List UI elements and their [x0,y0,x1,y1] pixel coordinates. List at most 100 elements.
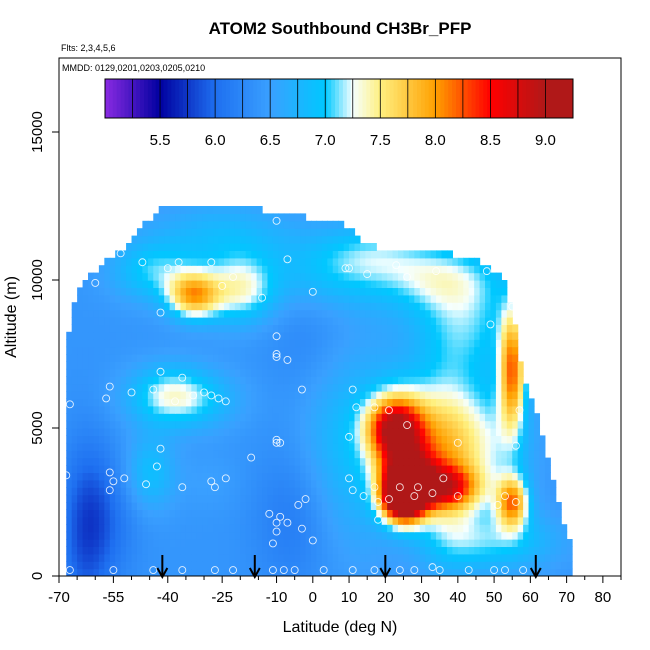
heatmap-cell-80 [501,568,508,576]
heatmap-cell-1541 [512,450,519,459]
heatmap-cell-2871 [305,331,312,340]
heatmap-cell-3286 [354,294,361,303]
heatmap-cell-1547 [66,442,73,451]
heatmap-cell-915 [523,502,530,510]
colorbar-strip-4 [120,79,125,118]
heatmap-cell-2930 [180,324,187,333]
heatmap-cell-1681 [316,435,323,444]
heatmap-cell-1901 [88,413,95,422]
heatmap-cell-3913 [332,220,339,229]
heatmap-cell-3717 [272,250,279,259]
colorbar-strip-110 [534,79,539,118]
heatmap-cell-765 [202,509,209,518]
heatmap-cell-3504 [267,272,274,281]
heatmap-cell-3444 [359,280,366,288]
heatmap-cell-3777 [272,243,279,251]
heatmap-cell-467 [77,531,84,540]
colorbar-strip-105 [514,79,519,118]
heatmap-cell-417 [310,539,318,547]
colorbar-strip-111 [537,79,543,118]
heatmap-cell-56 [370,568,377,576]
heatmap-cell-3622 [120,257,127,266]
heatmap-cell-2287 [316,383,323,392]
heatmap-cell-1205 [136,472,143,481]
heatmap-cell-729 [501,516,508,525]
heatmap-cell-2727 [425,346,432,355]
heatmap-cell-960 [272,494,279,503]
heatmap-cell-849 [164,502,171,510]
heatmap-cell-2343 [158,376,165,385]
heatmap-cell-973 [343,494,350,503]
heatmap-cell-3371 [387,287,394,296]
heatmap-cell-1886 [479,420,486,429]
colorbar-strip-13 [155,79,161,118]
heatmap-cell-2252 [126,383,133,392]
heatmap-cell-2597 [169,354,176,362]
heatmap-cell-3745 [425,250,432,259]
heatmap-cell-427 [365,539,372,547]
heatmap-cell-1590 [300,442,307,451]
heatmap-cell-1223 [234,472,241,481]
heatmap-cell-2354 [218,376,225,385]
heatmap-cell-3461 [452,280,459,288]
heatmap-cell-2495 [71,361,78,370]
heatmap-cell-1221 [223,472,231,481]
heatmap-cell-3731 [349,250,356,259]
heatmap-cell-333 [359,546,366,555]
heatmap-cell-3464 [468,280,475,288]
heatmap-cell-987 [419,494,426,503]
heatmap-cell-1711 [479,435,486,444]
heatmap-cell-677 [218,516,225,525]
heatmap-cell-3453 [408,280,415,288]
heatmap-cell-2309 [436,383,443,392]
heatmap-cell-3412 [185,280,192,288]
heatmap-cell-2720 [387,346,394,355]
heatmap-cell-154 [398,561,405,570]
heatmap-cell-989 [430,494,437,503]
heatmap-cell-24 [196,568,203,576]
heatmap-cell-3348 [262,287,269,296]
heatmap-cell-1996 [131,405,138,414]
heatmap-cell-2321 [501,383,508,392]
heatmap-cell-2982 [463,324,470,333]
heatmap-cell-3309 [479,294,486,303]
heatmap-cell-1591 [305,442,312,451]
heatmap-cell-3489 [185,272,192,281]
heatmap-cell-451 [495,539,502,547]
heatmap-cell-2529 [256,361,263,370]
heatmap-cell-2923 [142,324,149,333]
heatmap-cell-1887 [485,420,492,429]
x-tick-label-10: 50 [486,589,503,606]
heatmap-cell-1454 [523,457,530,466]
heatmap-cell-815 [474,509,481,518]
heatmap-cell-1138 [262,479,269,488]
heatmap-cell-871 [283,502,290,510]
heatmap-cell-548 [517,531,524,540]
heatmap-cell-713 [414,516,421,525]
heatmap-cell-1399 [223,457,231,466]
heatmap-cell-3935 [262,213,269,222]
heatmap-cell-1832 [185,420,192,429]
heatmap-cell-695 [316,516,323,525]
heatmap-cell-432 [392,539,399,547]
heatmap-cell-3705 [207,250,214,259]
heatmap-cell-3454 [414,280,421,288]
heatmap-cell-2985 [479,324,486,333]
heatmap-cell-3195 [294,302,301,311]
heatmap-cell-2783 [278,339,285,348]
heatmap-cell-2640 [403,354,410,362]
heatmap-cell-628 [452,524,459,533]
heatmap-cell-2579 [71,354,78,362]
heatmap-cell-2147 [485,398,492,407]
heatmap-cell-1340 [387,465,394,473]
heatmap-cell-3797 [136,235,143,244]
sample-point-19 [432,267,441,276]
heatmap-cell-2253 [131,383,138,392]
heatmap-cell-2889 [403,331,410,340]
heatmap-cell-2683 [185,346,192,355]
heatmap-cell-3680 [436,257,443,266]
x-tick-label-6: 10 [341,589,358,606]
colorbar-strip-104 [510,79,515,118]
heatmap-cell-3904 [283,220,290,229]
heatmap-cell-1315 [251,465,258,473]
